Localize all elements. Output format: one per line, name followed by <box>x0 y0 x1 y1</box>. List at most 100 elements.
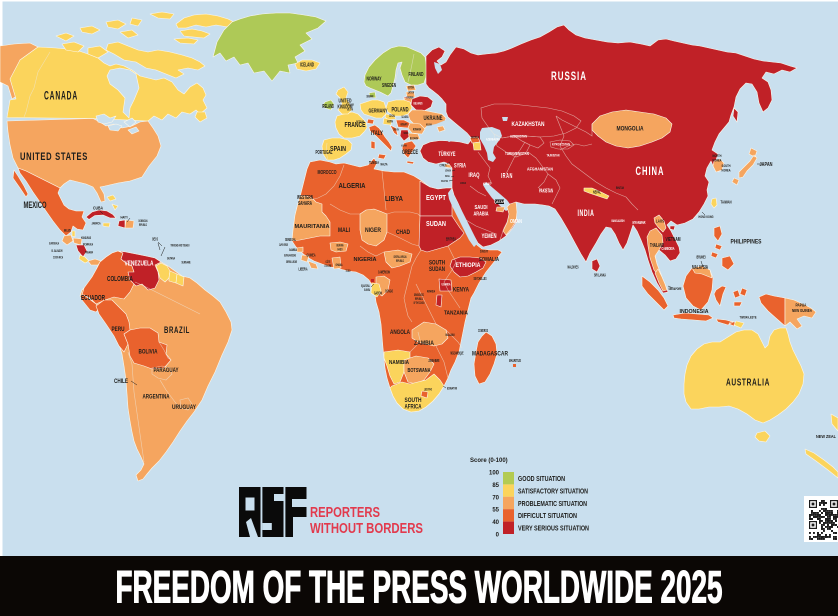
svg-text:KYRGYZSTAN: KYRGYZSTAN <box>552 143 570 147</box>
svg-text:ECUADOR: ECUADOR <box>81 295 105 302</box>
svg-text:UNITED STATES: UNITED STATES <box>20 151 88 163</box>
svg-text:BELARUS: BELARUS <box>414 101 423 106</box>
svg-text:SURINAME: SURINAME <box>182 260 191 265</box>
svg-text:POLAND: POLAND <box>392 108 409 114</box>
svg-text:BULGARIA: BULGARIA <box>410 136 418 141</box>
svg-text:SOMALIA: SOMALIA <box>479 257 499 263</box>
svg-text:ROMANIA: ROMANIA <box>413 127 421 132</box>
svg-text:MOLDOVA: MOLDOVA <box>426 123 432 127</box>
svg-text:LAOS: LAOS <box>656 219 664 224</box>
svg-text:40: 40 <box>492 520 499 526</box>
svg-text:AZERBAIJAN: AZERBAIJAN <box>486 138 500 142</box>
svg-text:VERY SERIOUS SITUATION: VERY SERIOUS SITUATION <box>518 526 589 533</box>
svg-text:GREECE: GREECE <box>402 150 418 156</box>
svg-text:GEORGIA: GEORGIA <box>471 136 479 140</box>
svg-text:ANGOLA: ANGOLA <box>390 329 410 336</box>
svg-text:SEYCHELLES: SEYCHELLES <box>474 276 487 281</box>
svg-text:BOLIVIA: BOLIVIA <box>139 349 158 356</box>
svg-text:CAMEROON: CAMEROON <box>378 270 390 275</box>
svg-text:KENYA: KENYA <box>453 288 470 294</box>
svg-text:EGYPT: EGYPT <box>426 193 446 202</box>
svg-text:BANGLADESH: BANGLADESH <box>612 219 625 223</box>
svg-text:FRANCE: FRANCE <box>345 122 366 129</box>
svg-text:CROATIA: CROATIA <box>393 128 399 132</box>
svg-text:MALAYSIA: MALAYSIA <box>692 265 708 271</box>
svg-text:MALI: MALI <box>338 227 350 234</box>
svg-text:TAIWAN: TAIWAN <box>721 200 732 205</box>
svg-text:CENTRAL AFRICAN: CENTRAL AFRICAN <box>394 255 407 259</box>
svg-text:UZBEKISTAN: UZBEKISTAN <box>510 134 527 139</box>
svg-text:PAKISTAN: PAKISTAN <box>539 189 553 195</box>
svg-text:DEMOCRATIC: DEMOCRATIC <box>414 293 424 297</box>
svg-text:100: 100 <box>489 471 500 477</box>
svg-text:REPUBLIC: REPUBLIC <box>139 223 147 227</box>
svg-text:SYRIA: SYRIA <box>454 164 466 170</box>
svg-text:MALAWI: MALAWI <box>446 332 455 337</box>
svg-text:HONG KONG: HONG KONG <box>699 214 714 219</box>
svg-text:DJIBOUTI: DJIBOUTI <box>480 249 488 254</box>
svg-text:KINGDOM: KINGDOM <box>338 105 353 111</box>
svg-text:SWITZERLAND: SWITZERLAND <box>356 120 364 124</box>
svg-text:NORWAY: NORWAY <box>367 77 382 83</box>
svg-text:MADAGASCAR: MADAGASCAR <box>472 351 508 358</box>
svg-text:SENEGAL: SENEGAL <box>285 237 296 242</box>
svg-text:BELGIUM: BELGIUM <box>347 108 353 112</box>
svg-text:KUWAIT: KUWAIT <box>483 182 491 186</box>
svg-text:INDIA: INDIA <box>578 208 595 218</box>
svg-text:ERITREA: ERITREA <box>446 237 456 242</box>
svg-text:GUYANA: GUYANA <box>167 256 175 261</box>
svg-text:UKRAINE: UKRAINE <box>424 116 443 122</box>
svg-text:AUSTRALIA: AUSTRALIA <box>726 378 770 389</box>
svg-text:BHUTAN: BHUTAN <box>616 185 624 190</box>
svg-text:NIGERIA: NIGERIA <box>354 257 377 263</box>
svg-text:TAJIKISTAN: TAJIKISTAN <box>547 154 560 158</box>
svg-text:PERU: PERU <box>112 326 125 333</box>
svg-text:ARABIA: ARABIA <box>474 212 489 218</box>
svg-text:URUGUAY: URUGUAY <box>172 404 196 411</box>
svg-text:AFGHANISTAN: AFGHANISTAN <box>527 167 553 172</box>
svg-text:TURKMENISTAN: TURKMENISTAN <box>505 151 529 156</box>
svg-text:CHILE: CHILE <box>114 379 128 385</box>
svg-text:IRAQ: IRAQ <box>469 173 480 179</box>
svg-text:FASO: FASO <box>338 248 343 252</box>
svg-text:SAUDI: SAUDI <box>475 205 488 211</box>
svg-text:CHAD: CHAD <box>396 229 410 236</box>
svg-text:SOUTH: SOUTH <box>722 163 731 168</box>
svg-text:TUNISIA: TUNISIA <box>369 160 379 165</box>
svg-text:ISRAEL: ISRAEL <box>445 174 450 178</box>
svg-text:ESTONIA: ESTONIA <box>408 86 414 90</box>
svg-text:NORTH: NORTH <box>713 153 722 158</box>
svg-text:SIERRA LEONE: SIERRA LEONE <box>286 259 297 264</box>
svg-text:GUINEA: GUINEA <box>364 288 370 292</box>
svg-text:TÜRKIYE: TÜRKIYE <box>439 149 456 158</box>
svg-text:EQUATORIAL: EQUATORIAL <box>361 284 370 288</box>
svg-text:GUINEA-BISSAU: GUINEA-BISSAU <box>284 253 296 258</box>
svg-text:QATAR: QATAR <box>494 200 506 204</box>
svg-text:JORDAN: JORDAN <box>460 181 466 185</box>
svg-text:Score (0-100): Score (0-100) <box>470 458 508 464</box>
svg-text:TOGO: TOGO <box>346 269 351 273</box>
svg-text:HONDURAS: HONDURAS <box>81 235 91 240</box>
svg-text:LEBANON: LEBANON <box>445 169 451 173</box>
svg-text:LIBERIA: LIBERIA <box>299 267 308 272</box>
svg-text:ESWATINI: ESWATINI <box>447 386 457 391</box>
svg-text:REPORTERS: REPORTERS <box>310 505 380 521</box>
svg-text:CYPRUS: CYPRUS <box>440 164 447 168</box>
svg-text:HUNGARY: HUNGARY <box>401 123 408 127</box>
svg-text:VIETNAM: VIETNAM <box>666 237 681 243</box>
svg-text:LIBYA: LIBYA <box>385 194 403 203</box>
svg-text:SOUTH: SOUTH <box>405 397 422 404</box>
svg-text:SLOVAKIA: SLOVAKIA <box>402 115 409 119</box>
svg-text:NETHERLANDS: NETHERLANDS <box>346 103 354 107</box>
svg-text:CONGO: CONGO <box>385 289 393 294</box>
svg-text:KAZAKHSTAN: KAZAKHSTAN <box>512 122 545 128</box>
svg-text:GHANA: GHANA <box>336 262 343 267</box>
svg-text:PROBLEMATIC SITUATION: PROBLEMATIC SITUATION <box>518 501 587 508</box>
svg-text:GERMANY: GERMANY <box>369 109 388 115</box>
svg-text:PORTUGAL: PORTUGAL <box>316 150 333 156</box>
svg-text:SUDAN: SUDAN <box>429 267 445 273</box>
svg-text:BRAZIL: BRAZIL <box>164 325 190 336</box>
svg-text:CANADA: CANADA <box>44 89 78 103</box>
svg-text:SUDAN: SUDAN <box>426 219 446 228</box>
svg-text:PHILIPPINES: PHILIPPINES <box>731 239 762 246</box>
